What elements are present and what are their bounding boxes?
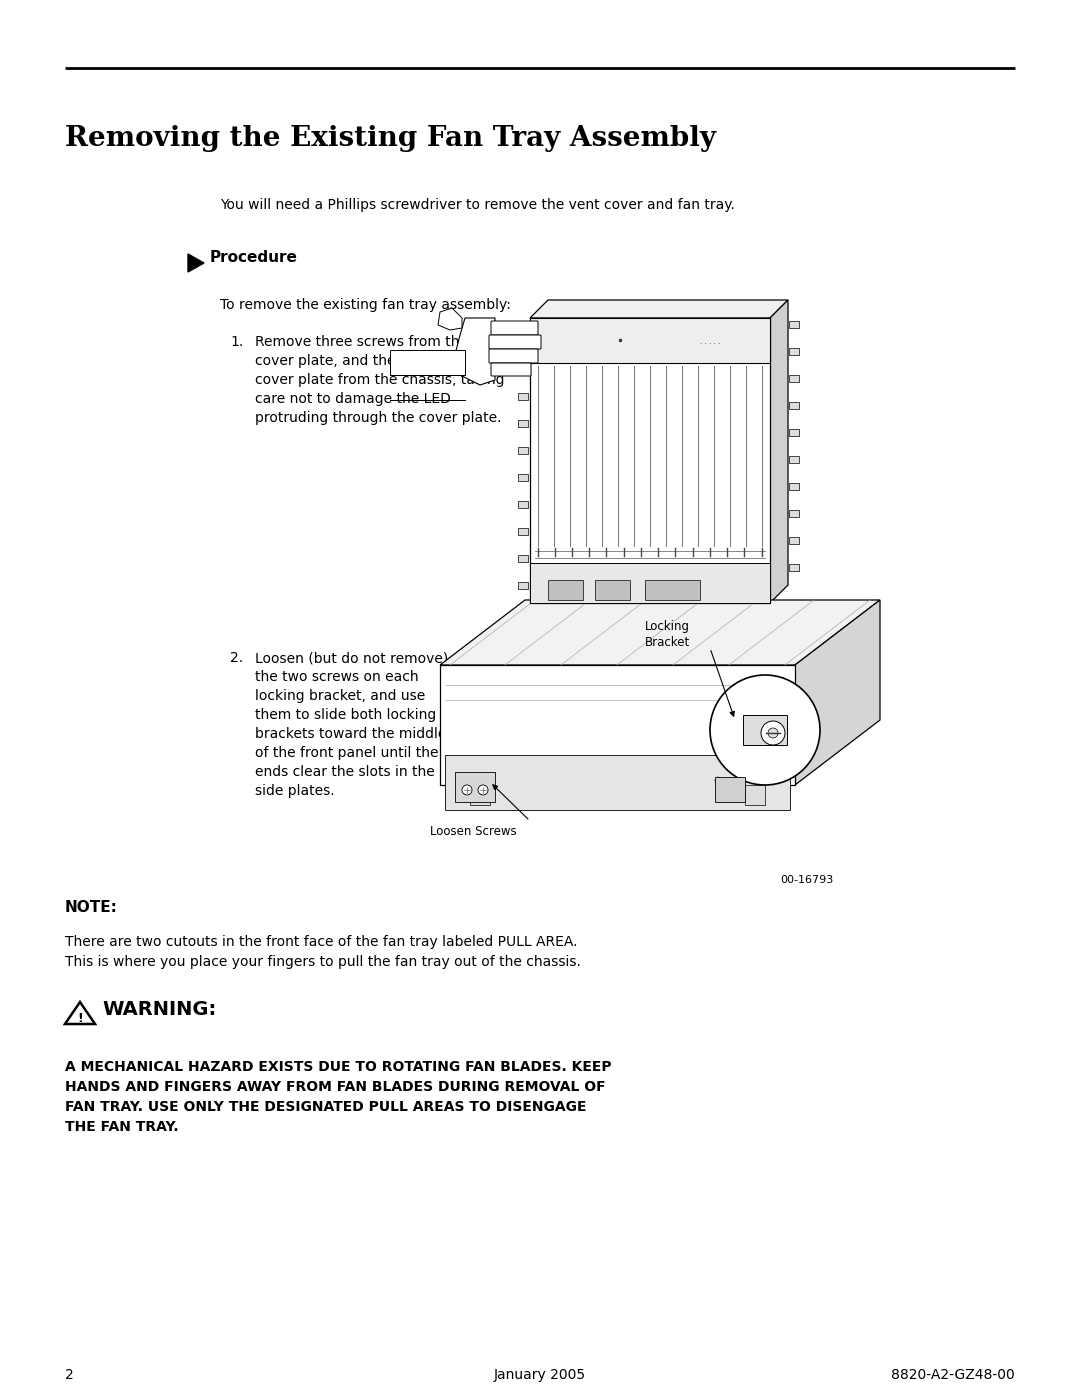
Text: January 2005: January 2005 — [494, 1369, 586, 1383]
Text: Removing the Existing Fan Tray Assembly: Removing the Existing Fan Tray Assembly — [65, 124, 716, 152]
Text: You will need a Phillips screwdriver to remove the vent cover and fan tray.: You will need a Phillips screwdriver to … — [220, 199, 734, 212]
Text: NOTE:: NOTE: — [65, 900, 118, 916]
Bar — [518, 393, 528, 400]
Bar — [789, 510, 799, 517]
Text: 1.: 1. — [230, 336, 243, 350]
Text: care not to damage the LED: care not to damage the LED — [255, 391, 450, 405]
Polygon shape — [440, 600, 880, 665]
Circle shape — [478, 786, 488, 795]
Text: 2: 2 — [65, 1369, 73, 1383]
Circle shape — [768, 728, 778, 738]
Text: !: ! — [77, 1012, 83, 1025]
Circle shape — [710, 675, 820, 786]
Text: protruding through the cover plate.: protruding through the cover plate. — [255, 411, 501, 425]
Text: There are two cutouts in the front face of the fan tray labeled PULL AREA.: There are two cutouts in the front face … — [65, 935, 578, 949]
Bar — [789, 375, 799, 382]
Text: 00-16792: 00-16792 — [780, 622, 834, 632]
Bar — [440, 665, 795, 786]
Polygon shape — [188, 254, 204, 273]
Bar — [595, 580, 630, 600]
Bar — [518, 528, 528, 535]
Polygon shape — [795, 600, 880, 786]
Bar — [743, 714, 787, 745]
Bar — [530, 317, 770, 363]
Text: the two screws on each: the two screws on each — [255, 670, 419, 684]
Text: them to slide both locking: them to slide both locking — [255, 707, 436, 721]
Bar — [548, 580, 583, 600]
Bar — [789, 482, 799, 491]
Bar — [789, 348, 799, 355]
Bar — [789, 429, 799, 436]
FancyBboxPatch shape — [489, 350, 538, 363]
Polygon shape — [770, 301, 788, 603]
Text: A MECHANICAL HAZARD EXISTS DUE TO ROTATING FAN BLADES. KEEP
HANDS AND FINGERS AW: A MECHANICAL HAZARD EXISTS DUE TO ROTATI… — [65, 1060, 611, 1134]
Bar — [390, 350, 465, 375]
Text: To remove the existing fan tray assembly:: To remove the existing fan tray assembly… — [220, 298, 511, 312]
Text: WARNING:: WARNING: — [102, 1000, 216, 1019]
Text: locking bracket, and use: locking bracket, and use — [255, 689, 426, 703]
Text: Locking
Bracket: Locking Bracket — [645, 619, 690, 649]
FancyBboxPatch shape — [491, 322, 538, 336]
Polygon shape — [455, 317, 495, 384]
Bar — [789, 322, 799, 329]
Text: This is where you place your fingers to pull the fan tray out of the chassis.: This is where you place your fingers to … — [65, 955, 581, 969]
Bar — [518, 338, 528, 345]
Bar — [645, 580, 700, 600]
FancyBboxPatch shape — [489, 336, 541, 350]
Bar — [530, 563, 770, 603]
Bar — [518, 500, 528, 507]
Polygon shape — [530, 301, 788, 317]
Text: side plates.: side plates. — [255, 784, 335, 798]
Bar — [445, 755, 789, 809]
Bar — [789, 403, 799, 410]
Circle shape — [462, 786, 472, 795]
Bar — [715, 777, 745, 802]
Bar — [518, 582, 528, 589]
Bar — [530, 317, 770, 603]
FancyBboxPatch shape — [491, 363, 531, 376]
Bar — [518, 447, 528, 454]
Bar — [518, 366, 528, 373]
Bar — [789, 537, 799, 544]
Text: ends clear the slots in the: ends clear the slots in the — [255, 765, 435, 779]
Text: cover plate, and then remove the: cover plate, and then remove the — [255, 354, 488, 368]
Bar — [455, 772, 495, 802]
Text: 00-16793: 00-16793 — [780, 875, 834, 885]
Circle shape — [761, 721, 785, 745]
Text: of the front panel until the: of the front panel until the — [255, 747, 438, 761]
Text: Loosen Screws: Loosen Screws — [430, 825, 516, 837]
Text: Remove three screws from the  fan: Remove three screws from the fan — [255, 336, 499, 350]
Polygon shape — [438, 308, 462, 330]
Text: 2.: 2. — [230, 651, 243, 665]
Text: Loosen (but do not remove): Loosen (but do not remove) — [255, 651, 448, 665]
Bar — [518, 419, 528, 426]
Bar — [789, 563, 799, 570]
Bar — [745, 786, 765, 805]
Bar — [470, 786, 490, 805]
Text: brackets toward the middle: brackets toward the middle — [255, 727, 446, 741]
Text: cover plate from the chassis, taking: cover plate from the chassis, taking — [255, 373, 504, 387]
Text: Procedure: Procedure — [210, 250, 298, 266]
Text: 8820-A2-GZ48-00: 8820-A2-GZ48-00 — [891, 1369, 1015, 1383]
Bar — [789, 456, 799, 463]
Text: · · · · ·: · · · · · — [700, 341, 720, 348]
Bar — [518, 555, 528, 562]
Bar — [518, 474, 528, 481]
